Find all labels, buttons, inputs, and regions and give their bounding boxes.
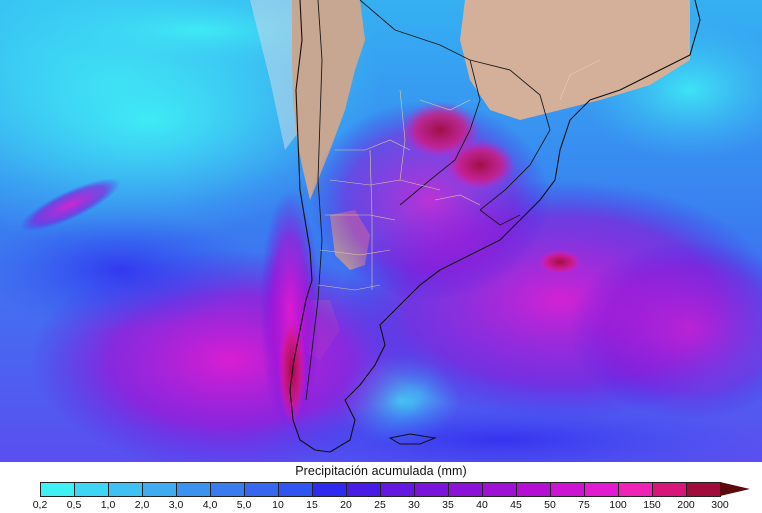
- border-brazil: [469, 59, 551, 211]
- legend-tick-label: 75: [578, 499, 590, 511]
- legend-color-bar: [40, 482, 721, 497]
- legend-swatch: [279, 483, 313, 496]
- precip-streak-west: [19, 178, 121, 232]
- legend-tick-label: 10: [272, 499, 284, 511]
- legend-swatch: [415, 483, 449, 496]
- legend-labels: 0,2 0,5 1,0 2,0 3,0 4,0 5,0 10 15 20 25 30 35 40 45 50 7…: [0, 499, 762, 513]
- legend-title: Precipitación acumulada (mm): [295, 464, 467, 478]
- legend: Precipitación acumulada (mm) 0,2 0,5 1,0 2,…: [0, 462, 762, 513]
- legend-swatch: [619, 483, 653, 496]
- legend-swatch: [143, 483, 177, 496]
- province-lines: [317, 59, 601, 291]
- legend-swatch: [517, 483, 551, 496]
- legend-swatch: [483, 483, 517, 496]
- legend-swatch: [245, 483, 279, 496]
- blue-band-south: [240, 400, 760, 462]
- legend-tick-label: 25: [374, 499, 386, 511]
- legend-swatch: [313, 483, 347, 496]
- legend-swatch: [449, 483, 483, 496]
- legend-swatch: [585, 483, 619, 496]
- border-chile-argentina: [305, 0, 323, 401]
- legend-swatch: [551, 483, 585, 496]
- legend-tick-label: 4,0: [202, 499, 218, 511]
- legend-tick-label: 0,2: [32, 499, 48, 511]
- legend-swatch: [347, 483, 381, 496]
- legend-swatch: [41, 483, 75, 496]
- legend-overflow-arrow: [720, 482, 750, 496]
- legend-swatch: [177, 483, 211, 496]
- heavy-precip-core-north: [400, 102, 480, 158]
- legend-tick-label: 20: [340, 499, 352, 511]
- legend-tick-label: 30: [408, 499, 420, 511]
- legend-swatch: [653, 483, 687, 496]
- dry-zone-pacific: [250, 0, 300, 150]
- map-canvas: [0, 0, 762, 462]
- legend-swatch: [687, 483, 721, 496]
- cyan-field-west: [0, 30, 320, 210]
- coastline-islands: [388, 433, 437, 445]
- legend-tick-label: 300: [711, 499, 729, 511]
- legend-tick-label: 50: [544, 499, 556, 511]
- heavy-precip-core-parana: [445, 140, 515, 190]
- coastline-east: [329, 0, 701, 453]
- precipitation-map: [0, 0, 762, 462]
- legend-tick-label: 1,0: [100, 499, 116, 511]
- blue-band-west: [0, 210, 260, 330]
- legend-tick-label: 5,0: [236, 499, 252, 511]
- legend-tick-label: 35: [442, 499, 454, 511]
- legend-tick-label: 3,0: [168, 499, 184, 511]
- land-brazil-north: [460, 0, 690, 120]
- heavy-precip-core-chile: [278, 315, 306, 425]
- land-andes-north: [292, 0, 365, 200]
- legend-tick-label: 0,5: [66, 499, 82, 511]
- legend-swatch: [109, 483, 143, 496]
- heavy-precip-core-atlantic: [538, 250, 582, 274]
- border-uruguay: [479, 209, 521, 226]
- legend-tick-label: 45: [510, 499, 522, 511]
- legend-tick-label: 15: [306, 499, 318, 511]
- legend-tick-label: 150: [643, 499, 661, 511]
- border-bolivia-paraguay: [359, 0, 481, 206]
- legend-tick-label: 40: [476, 499, 488, 511]
- precip-band-atlantic-east: [570, 240, 762, 420]
- legend-tick-label: 200: [677, 499, 695, 511]
- legend-swatch: [381, 483, 415, 496]
- legend-swatch: [211, 483, 245, 496]
- legend-tick-label: 2,0: [134, 499, 150, 511]
- legend-tick-label: 100: [609, 499, 627, 511]
- coastline-west: [289, 0, 331, 453]
- legend-swatch: [75, 483, 109, 496]
